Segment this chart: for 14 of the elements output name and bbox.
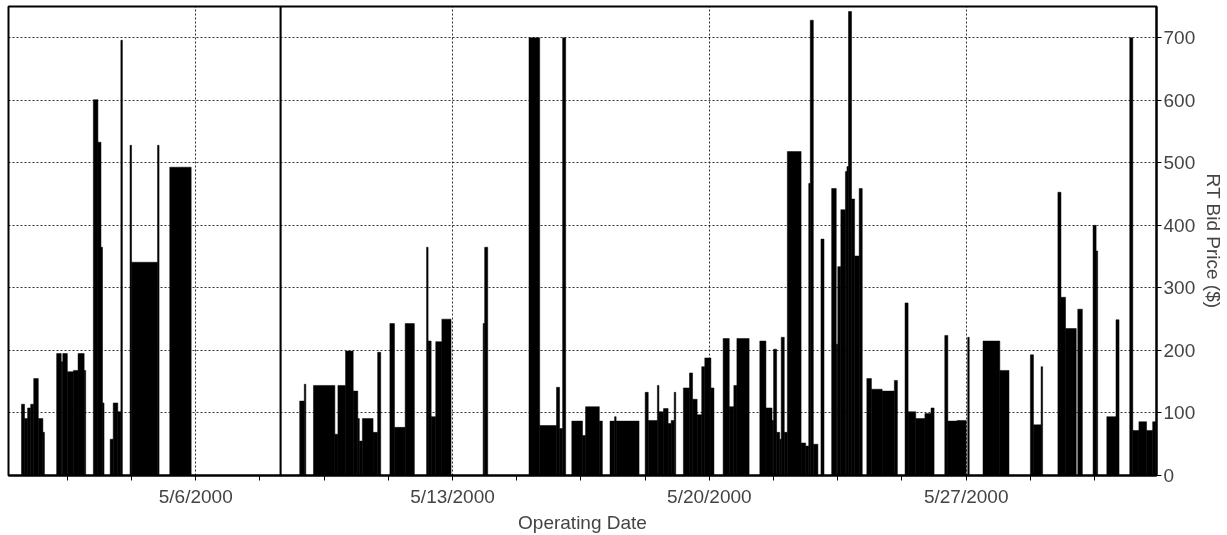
y-tick-label: 700: [1163, 27, 1196, 49]
y-tick-label: 100: [1163, 402, 1196, 424]
y-tick-label: 600: [1163, 89, 1196, 111]
x-tick-label: 5/13/2000: [410, 485, 495, 507]
x-tick-label: 5/6/2000: [158, 485, 233, 507]
y-axis-title: RT Bid Price ($): [1203, 173, 1225, 309]
y-tick-label: 500: [1163, 152, 1196, 174]
y-tick-label: 0: [1163, 465, 1175, 486]
x-axis-title: Operating Date: [518, 511, 647, 533]
x-tick-label: 5/20/2000: [667, 485, 752, 507]
y-tick-label: 400: [1163, 214, 1196, 236]
y-tick-label: 200: [1163, 339, 1196, 361]
x-tick-label: 5/27/2000: [923, 485, 1009, 507]
y-tick-label: 300: [1163, 277, 1196, 299]
